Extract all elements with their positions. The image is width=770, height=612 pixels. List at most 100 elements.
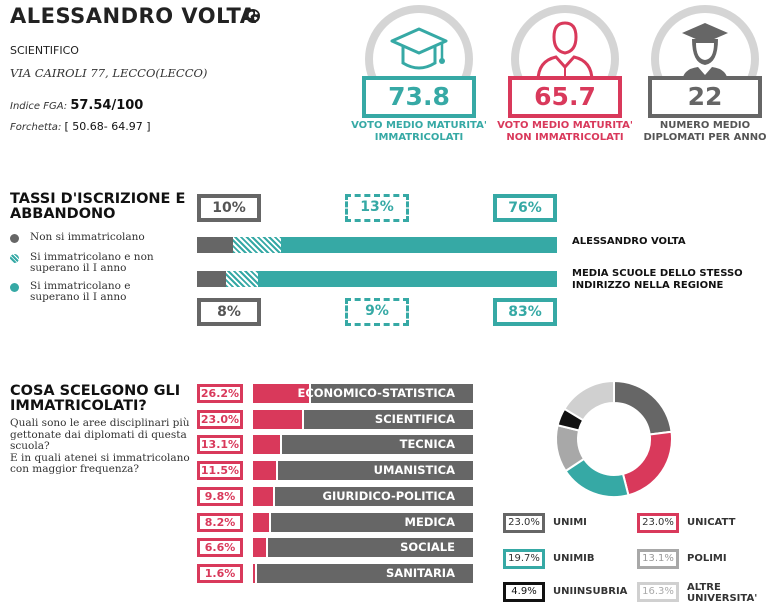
region-bar-label: MEDIA SCUOLE DELLO STESSO INDIRIZZO NELLA… <box>572 268 743 291</box>
school-address: VIA CAIROLI 77, LECCO(LECCO) <box>10 66 208 80</box>
uni-pct: 19.7% <box>503 549 545 569</box>
bar-segment-non-immatricolati <box>197 271 226 287</box>
area-track: UMANISTICA <box>253 461 473 480</box>
region-pct-superano: 83% <box>493 298 557 326</box>
area-row: 13.1% TECNICA <box>197 435 477 455</box>
bar-segment-abbandono <box>233 237 281 253</box>
area-bar <box>253 538 268 557</box>
area-bar <box>253 487 275 506</box>
area-row: 11.5% UMANISTICA <box>197 461 477 481</box>
school-type: SCIENTIFICO <box>10 44 79 57</box>
donut-slice <box>613 379 673 436</box>
area-name: ECONOMICO-STATISTICA <box>297 386 455 400</box>
uni-name: ALTRE UNIVERSITA' <box>687 582 758 604</box>
area-track: SCIENTIFICA <box>253 410 473 429</box>
region-pct-non-immatricolati: 8% <box>197 298 261 326</box>
uni-name: UNIMIB <box>553 553 595 564</box>
area-name: UMANISTICA <box>373 463 455 477</box>
uni-legend-uniinsubria: 4.9% UNIINSUBRIA <box>503 582 643 602</box>
uni-legend-unimib: 19.7% UNIMIB <box>503 549 643 569</box>
school-name: ALESSANDRO VOLTA <box>10 4 257 28</box>
uni-pct: 23.0% <box>503 513 545 533</box>
uni-pct: 23.0% <box>637 513 679 533</box>
stat-label: VOTO MEDIO MATURITA' NON IMMATRICOLATI <box>497 120 633 143</box>
bar-segment-abbandono <box>225 271 259 287</box>
donut-slice <box>621 430 673 497</box>
uni-name: UNICATT <box>687 517 736 528</box>
region-stacked-bar <box>197 271 557 287</box>
stat-voto-non-immatricolati: 65.7 VOTO MEDIO MATURITA' NON IMMATRICOLA… <box>490 0 640 150</box>
fga-range: Forchetta: [ 50.68- 64.97 ] <box>10 120 151 133</box>
area-bar <box>253 384 311 403</box>
enrollment-title: TASSI D'ISCRIZIONE E ABBANDONO <box>10 191 186 222</box>
fga-value: 57.54/100 <box>70 98 144 113</box>
area-bar <box>253 410 304 429</box>
area-pct: 11.5% <box>197 461 243 480</box>
area-bar <box>253 461 279 480</box>
area-pct: 26.2% <box>197 384 243 403</box>
fga-index: Indice FGA: 57.54/100 <box>10 98 143 113</box>
uni-pct: 4.9% <box>503 582 545 602</box>
uni-pct: 16.3% <box>637 582 679 602</box>
school-stacked-bar <box>197 237 557 253</box>
area-row: 8.2% MEDICA <box>197 513 477 533</box>
area-row: 6.6% SOCIALE <box>197 538 477 558</box>
area-bar <box>253 513 272 532</box>
school-pct-non-immatricolati: 10% <box>197 194 261 222</box>
area-bar <box>253 564 257 583</box>
donut-slice <box>563 379 615 422</box>
stat-value: 73.8 <box>362 76 476 118</box>
person-icon <box>536 21 594 82</box>
area-track: TECNICA <box>253 435 473 454</box>
area-name: SOCIALE <box>400 540 455 554</box>
universities-donut-chart <box>555 379 673 498</box>
stat-label: NUMERO MEDIO DIPLOMATI PER ANNO <box>643 120 767 143</box>
area-pct: 1.6% <box>197 564 243 583</box>
area-name: GIURIDICO-POLITICA <box>322 489 456 503</box>
area-row: 26.2% ECONOMICO-STATISTICA <box>197 384 477 404</box>
graduation-cap-icon <box>390 27 448 70</box>
region-pct-abbandono: 9% <box>345 298 409 326</box>
graduate-icon <box>682 23 728 83</box>
area-name: SANITARIA <box>386 566 455 580</box>
area-row: 23.0% SCIENTIFICA <box>197 410 477 430</box>
uni-pct: 13.1% <box>637 549 679 569</box>
bar-segment-superano <box>280 237 557 253</box>
stat-voto-immatricolati: 73.8 VOTO MEDIO MATURITA' IMMATRICOLATI <box>344 0 494 150</box>
area-track: GIURIDICO-POLITICA <box>253 487 473 506</box>
fga-label: Indice FGA: <box>10 101 68 112</box>
area-pct: 8.2% <box>197 513 243 532</box>
area-name: TECNICA <box>399 437 455 451</box>
area-track: ECONOMICO-STATISTICA <box>253 384 473 403</box>
area-name: MEDICA <box>404 515 455 529</box>
area-pct: 13.1% <box>197 435 243 454</box>
area-row: 1.6% SANITARIA <box>197 564 477 584</box>
uni-legend-altre: 16.3% ALTRE UNIVERSITA' <box>637 582 770 604</box>
bar-segment-superano <box>258 271 557 287</box>
choices-title: COSA SCELGONO GLI IMMATRICOLATI? <box>10 383 181 414</box>
uni-name: UNIINSUBRIA <box>553 586 628 597</box>
stat-numero-diplomati: 22 NUMERO MEDIO DIPLOMATI PER ANNO <box>630 0 770 150</box>
school-pct-abbandono: 13% <box>345 194 409 222</box>
choices-description: Quali sono le aree disciplinari più gett… <box>10 417 190 475</box>
uni-legend-unicatt: 23.0% UNICATT <box>637 513 770 533</box>
area-pct: 9.8% <box>197 487 243 506</box>
globe-icon[interactable] <box>245 8 261 24</box>
uni-legend-polimi: 13.1% POLIMI <box>637 549 770 569</box>
school-pct-superano: 76% <box>493 194 557 222</box>
area-track: MEDICA <box>253 513 473 532</box>
area-pct: 6.6% <box>197 538 243 557</box>
range-value: [ 50.68- 64.97 ] <box>64 120 151 133</box>
area-track: SANITARIA <box>253 564 473 583</box>
range-label: Forchetta: <box>10 122 62 133</box>
area-track: SOCIALE <box>253 538 473 557</box>
bar-segment-non-immatricolati <box>197 237 234 253</box>
area-pct: 23.0% <box>197 410 243 429</box>
stat-label: VOTO MEDIO MATURITA' IMMATRICOLATI <box>351 120 487 143</box>
uni-legend-unimi: 23.0% UNIMI <box>503 513 643 533</box>
area-name: SCIENTIFICA <box>374 412 455 426</box>
stat-value: 22 <box>648 76 762 118</box>
stat-value: 65.7 <box>508 76 622 118</box>
area-bar <box>253 435 282 454</box>
uni-name: UNIMI <box>553 517 587 528</box>
